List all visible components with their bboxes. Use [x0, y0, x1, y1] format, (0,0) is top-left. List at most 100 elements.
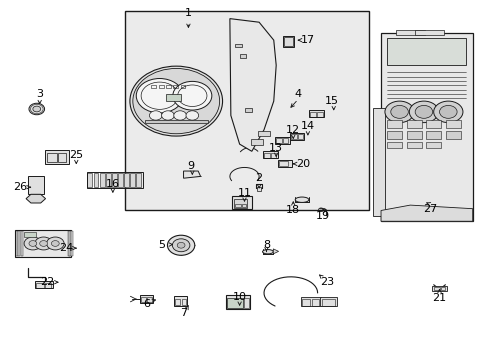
Text: 15: 15 [325, 96, 339, 106]
Bar [71, 231, 73, 256]
Circle shape [414, 105, 432, 118]
Bar [289, 133, 304, 140]
Circle shape [439, 105, 456, 118]
Bar [380, 33, 472, 221]
Bar [279, 161, 287, 166]
Bar [283, 36, 293, 47]
Text: 10: 10 [232, 292, 246, 302]
Circle shape [408, 101, 438, 123]
Circle shape [29, 240, 37, 246]
Polygon shape [380, 205, 472, 221]
Bar [100, 173, 104, 187]
Bar [431, 286, 446, 291]
Bar [263, 151, 277, 158]
Bar [406, 120, 421, 128]
Text: 16: 16 [105, 179, 120, 189]
Text: 11: 11 [237, 188, 251, 198]
Circle shape [46, 237, 64, 250]
Bar [276, 138, 282, 143]
Bar [258, 131, 269, 136]
Bar [245, 108, 252, 112]
Bar [44, 150, 69, 164]
Bar [35, 281, 53, 288]
Bar [445, 131, 460, 139]
Circle shape [35, 237, 52, 250]
Bar [234, 204, 240, 207]
Bar [311, 299, 318, 306]
Text: 18: 18 [285, 206, 300, 216]
Text: 24: 24 [59, 243, 74, 253]
Bar [15, 230, 71, 257]
Text: 1: 1 [184, 8, 191, 18]
Polygon shape [229, 19, 276, 151]
Bar [386, 39, 466, 65]
Polygon shape [273, 249, 278, 254]
Bar [264, 153, 269, 158]
Circle shape [390, 105, 407, 118]
Text: 14: 14 [300, 121, 314, 131]
Bar [234, 44, 241, 47]
Bar [426, 142, 440, 148]
Bar [47, 153, 57, 162]
Bar [145, 120, 208, 123]
Bar [151, 85, 156, 88]
Text: 27: 27 [422, 204, 436, 214]
Bar [277, 159, 292, 167]
Bar [124, 173, 129, 187]
Bar [125, 12, 368, 211]
Bar [433, 287, 439, 291]
Text: 3: 3 [36, 89, 43, 99]
Circle shape [173, 111, 186, 120]
Circle shape [167, 235, 194, 255]
Bar [118, 173, 122, 187]
Bar [93, 173, 98, 187]
Bar [406, 131, 421, 139]
Bar [36, 283, 43, 288]
Bar [173, 296, 187, 306]
Bar [386, 120, 401, 128]
Bar [320, 297, 336, 306]
Bar [158, 85, 163, 88]
Text: 6: 6 [143, 299, 150, 309]
Bar [275, 137, 289, 144]
Bar [16, 231, 18, 256]
Bar [69, 231, 71, 256]
Bar [147, 297, 152, 302]
Ellipse shape [130, 66, 222, 136]
Bar [445, 120, 460, 128]
Bar [136, 173, 141, 187]
Circle shape [185, 111, 198, 120]
Circle shape [51, 240, 59, 246]
Circle shape [24, 237, 41, 250]
Text: 22: 22 [40, 277, 54, 287]
Text: 26: 26 [13, 182, 27, 192]
Text: 12: 12 [285, 125, 300, 135]
Text: 5: 5 [158, 239, 165, 249]
Bar [426, 120, 440, 128]
Ellipse shape [295, 197, 308, 202]
Bar [87, 173, 92, 187]
Bar [130, 173, 135, 187]
Bar [440, 287, 445, 291]
Text: 23: 23 [320, 277, 334, 287]
Bar [386, 142, 401, 148]
Polygon shape [183, 171, 200, 178]
Bar [175, 299, 180, 305]
Ellipse shape [262, 249, 273, 254]
Bar [18, 231, 20, 256]
Bar [241, 204, 246, 207]
Circle shape [161, 111, 174, 120]
Circle shape [384, 101, 413, 123]
Bar [141, 297, 146, 302]
Bar [244, 298, 248, 308]
Text: 17: 17 [300, 35, 314, 45]
Bar [105, 173, 110, 187]
Bar [372, 108, 384, 216]
Circle shape [177, 242, 184, 248]
Bar [386, 131, 401, 139]
Bar [426, 131, 440, 139]
Bar [233, 199, 247, 208]
Bar [20, 231, 22, 256]
Bar [112, 173, 117, 187]
Circle shape [29, 103, 44, 115]
